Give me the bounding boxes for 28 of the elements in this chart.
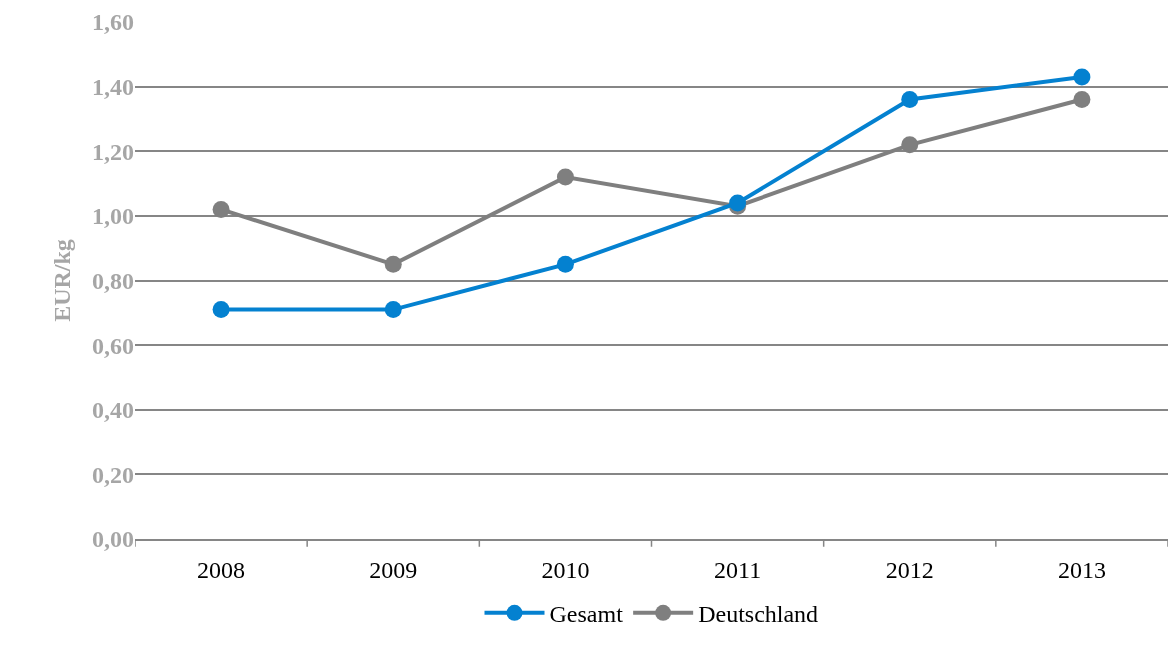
point — [212, 301, 230, 319]
legend-label: Gesamt — [549, 601, 624, 628]
point — [556, 255, 574, 273]
point — [901, 91, 919, 109]
point — [901, 136, 919, 154]
y-tick-label: 1,40 — [92, 74, 134, 101]
y-tick-label: 1,20 — [92, 138, 134, 165]
x-tick-label: 2011 — [714, 556, 762, 583]
x-tick-label: 2013 — [1057, 556, 1106, 583]
x-tick-label: 2012 — [885, 556, 934, 583]
point — [556, 168, 574, 186]
y-tick-label: 1,00 — [92, 203, 134, 230]
y-tick-label: 0,20 — [92, 461, 134, 488]
y-tick-label: 0,80 — [92, 267, 134, 294]
y-tick-label: 0,00 — [92, 526, 134, 553]
point — [1073, 91, 1091, 109]
x-tick-label: 2010 — [541, 556, 590, 583]
x-tick-label: 2009 — [369, 556, 418, 583]
y-axis-title: EUR/kg — [49, 239, 76, 322]
point — [1073, 68, 1091, 86]
y-tick-label: 0,60 — [92, 332, 134, 359]
y-tick-label: 1,60 — [92, 9, 134, 36]
y-tick-label: 0,40 — [92, 397, 134, 424]
legend-label: Deutschland — [698, 601, 819, 628]
x-tick-label: 2008 — [197, 556, 246, 583]
point — [384, 255, 402, 273]
point — [384, 301, 402, 319]
point — [212, 200, 230, 218]
